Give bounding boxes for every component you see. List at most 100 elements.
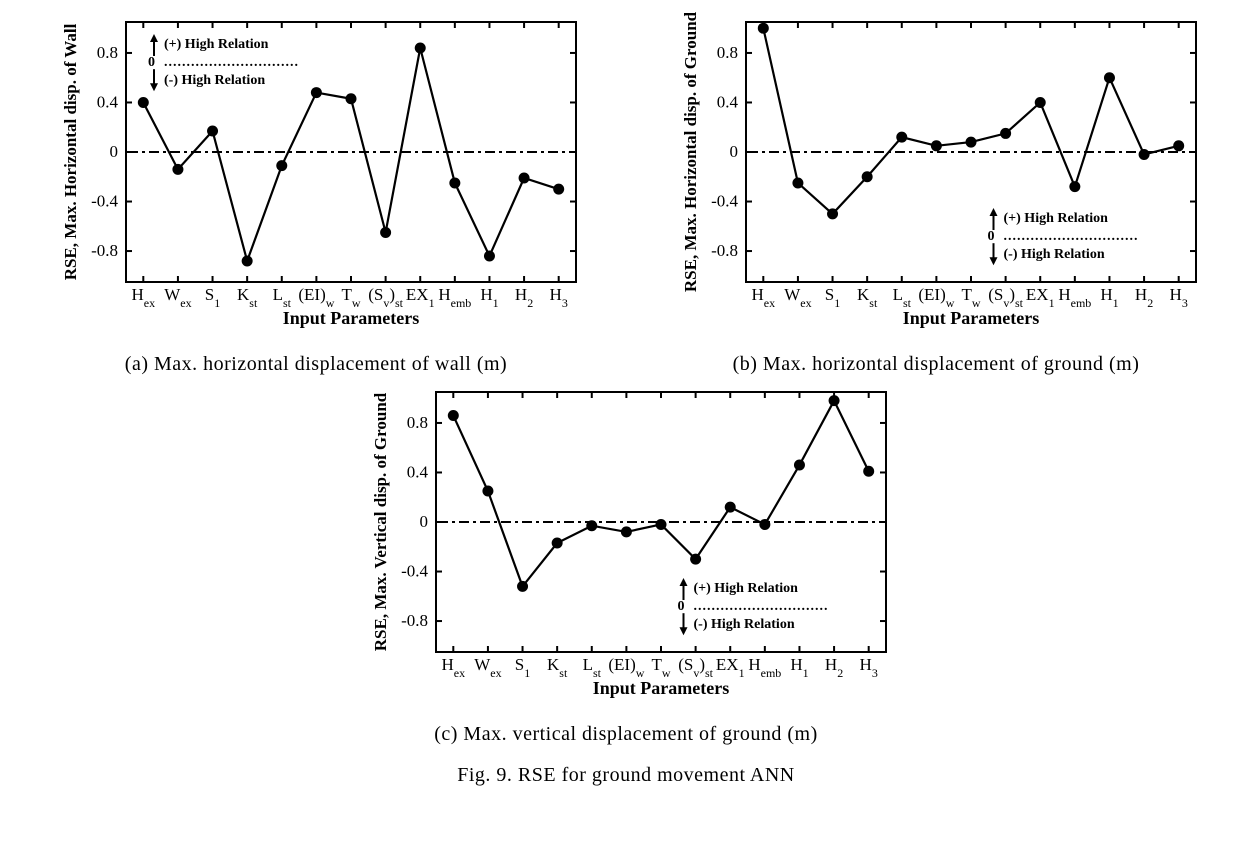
xtick-label: Kst: [857, 285, 878, 310]
ytick-label: -0.8: [91, 241, 118, 260]
series-marker: [725, 502, 736, 513]
legend-minus: (-) High Relation: [164, 73, 265, 88]
xtick-label: Lst: [273, 285, 292, 310]
series-marker: [517, 581, 528, 592]
legend-minus: (-) High Relation: [694, 617, 795, 632]
ytick-label: 0.4: [407, 462, 429, 481]
series-marker: [346, 93, 357, 104]
ytick-label: -0.4: [711, 192, 738, 211]
series-marker: [656, 519, 667, 530]
ytick-label: -0.4: [91, 192, 118, 211]
chart-panel-a: -0.8-0.400.40.8HexWexS1KstLst(EI)wTw(Sv)…: [36, 10, 596, 376]
xtick-label: H1: [480, 285, 498, 310]
xtick-label: H1: [1100, 285, 1118, 310]
ytick-label: 0: [420, 512, 429, 531]
series-marker: [1173, 140, 1184, 151]
xtick-label: (Sv)st: [988, 285, 1023, 310]
series-marker: [276, 160, 287, 171]
series-marker: [621, 526, 632, 537]
legend-zero: 0: [678, 599, 685, 614]
xtick-label: EX1: [716, 655, 745, 680]
xtick-label: Hex: [442, 655, 466, 680]
xtick-label: Wex: [784, 285, 811, 310]
ylabel: RSE, Max. Vertical disp. of Ground: [371, 392, 390, 651]
ytick-label: 0: [730, 142, 739, 161]
series-marker: [758, 23, 769, 34]
series-marker: [863, 466, 874, 477]
xtick-label: (Sv)st: [368, 285, 403, 310]
chart-b: -0.8-0.400.40.8HexWexS1KstLst(EI)wTw(Sv)…: [656, 10, 1216, 340]
panel-caption-b: (b) Max. horizontal displacement of grou…: [656, 353, 1216, 376]
series-marker: [1139, 149, 1150, 160]
ytick-label: 0.4: [97, 92, 119, 111]
ytick-label: 0.8: [717, 43, 738, 62]
xtick-label: (EI)w: [608, 655, 644, 680]
series-marker: [862, 171, 873, 182]
xtick-label: Tw: [961, 285, 980, 310]
series-marker: [138, 97, 149, 108]
panel-caption-a: (a) Max. horizontal displacement of wall…: [36, 353, 596, 376]
ylabel: RSE, Max. Horizontal disp. of Wall: [61, 23, 80, 280]
series-marker: [380, 227, 391, 238]
series-marker: [759, 519, 770, 530]
xtick-label: S1: [515, 655, 530, 680]
xlabel: Input Parameters: [903, 308, 1039, 328]
xtick-label: H3: [1170, 285, 1188, 310]
series-marker: [829, 395, 840, 406]
series-marker: [1035, 97, 1046, 108]
xtick-label: (Sv)st: [678, 655, 713, 680]
xtick-label: Kst: [547, 655, 568, 680]
legend-zero-dots: ..............................: [694, 599, 829, 614]
chart-panel-b: -0.8-0.400.40.8HexWexS1KstLst(EI)wTw(Sv)…: [656, 10, 1216, 376]
ytick-label: -0.4: [401, 562, 428, 581]
xlabel: Input Parameters: [593, 678, 729, 698]
series-marker: [931, 140, 942, 151]
xtick-label: Lst: [893, 285, 912, 310]
legend-plus: (+) High Relation: [1004, 211, 1109, 226]
series-marker: [553, 184, 564, 195]
xtick-label: Hex: [132, 285, 156, 310]
xlabel: Input Parameters: [283, 308, 419, 328]
xtick-label: EX1: [406, 285, 435, 310]
series-marker: [966, 137, 977, 148]
series-marker: [484, 251, 495, 262]
series-marker: [552, 538, 563, 549]
chart-panel-c: -0.8-0.400.40.8HexWexS1KstLst(EI)wTw(Sv)…: [346, 380, 906, 746]
series-marker: [482, 486, 493, 497]
series-marker: [792, 177, 803, 188]
xtick-label: Hemb: [748, 655, 781, 680]
legend-zero: 0: [988, 229, 995, 244]
legend-plus: (+) High Relation: [164, 37, 269, 52]
xtick-label: H3: [550, 285, 568, 310]
series-marker: [207, 125, 218, 136]
ylabel: RSE, Max. Horizontal disp. of Ground: [681, 11, 700, 292]
series-marker: [586, 520, 597, 531]
xtick-label: (EI)w: [918, 285, 954, 310]
figure-caption: Fig. 9. RSE for ground movement ANN: [0, 764, 1252, 787]
xtick-label: Hex: [752, 285, 776, 310]
xtick-label: S1: [825, 285, 840, 310]
series-marker: [896, 132, 907, 143]
chart-c: -0.8-0.400.40.8HexWexS1KstLst(EI)wTw(Sv)…: [346, 380, 906, 710]
xtick-label: Wex: [164, 285, 191, 310]
xtick-label: Tw: [341, 285, 360, 310]
xtick-label: H2: [1135, 285, 1153, 310]
ytick-label: 0.8: [407, 413, 428, 432]
series-marker: [242, 255, 253, 266]
legend-zero-dots: ..............................: [164, 55, 299, 70]
xtick-label: Kst: [237, 285, 258, 310]
xtick-label: (EI)w: [298, 285, 334, 310]
ytick-label: 0.4: [717, 92, 739, 111]
xtick-label: Wex: [474, 655, 501, 680]
ytick-label: -0.8: [401, 611, 428, 630]
ytick-label: 0.8: [97, 43, 118, 62]
xtick-label: Tw: [651, 655, 670, 680]
series-marker: [1000, 128, 1011, 139]
series-marker: [311, 87, 322, 98]
series-marker: [690, 554, 701, 565]
legend-minus: (-) High Relation: [1004, 247, 1105, 262]
series-marker: [415, 43, 426, 54]
xtick-label: EX1: [1026, 285, 1055, 310]
xtick-label: H1: [790, 655, 808, 680]
legend-plus: (+) High Relation: [694, 581, 799, 596]
